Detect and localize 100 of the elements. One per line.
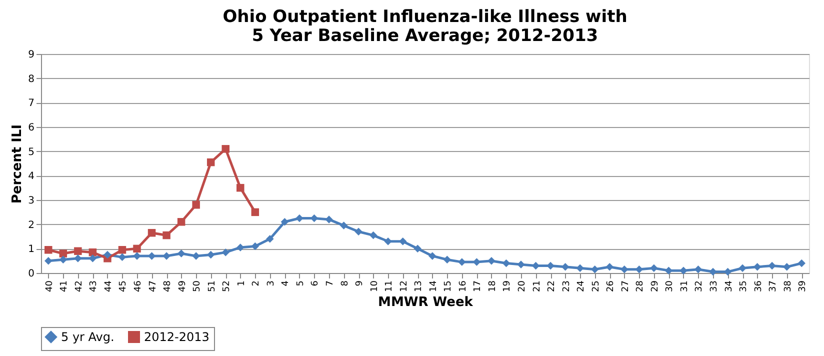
x-tick-label: 47 (148, 280, 158, 292)
point (428, 252, 436, 260)
y-tick-label: 2 (28, 220, 34, 231)
point (458, 258, 466, 266)
x-tick-label: 21 (532, 280, 542, 292)
point (635, 265, 644, 274)
point (502, 259, 510, 268)
x-tick-label: 4 (281, 280, 292, 286)
point (325, 216, 333, 224)
point (192, 200, 200, 209)
y-tick-label: 9 (28, 50, 34, 60)
point (44, 256, 52, 265)
point (443, 256, 452, 264)
x-axis-title: MMWR Week (378, 294, 474, 310)
point (177, 250, 186, 258)
x-tick-label: 9 (355, 280, 366, 286)
point (709, 268, 717, 276)
point (738, 264, 746, 272)
point (680, 266, 688, 274)
x-tick-label: 2 (252, 280, 262, 286)
point (369, 231, 378, 240)
point (222, 145, 230, 153)
y-tick-label: 8 (28, 74, 34, 85)
point (561, 263, 570, 271)
x-tick-label: 44 (104, 280, 114, 292)
point (59, 256, 68, 264)
x-tick-label: 12 (399, 280, 410, 292)
x-tick-label: 6 (310, 280, 321, 286)
x-tick-label: 14 (428, 280, 439, 292)
x-tick-label: 51 (207, 280, 218, 292)
x-tick-label: 13 (414, 280, 424, 292)
x-tick-label: 15 (444, 280, 454, 292)
point (488, 256, 496, 265)
point (340, 222, 348, 230)
point (222, 248, 230, 256)
point (206, 158, 215, 166)
x-tick-label: 40 (44, 280, 55, 292)
point (88, 248, 97, 256)
x-tick-label: 49 (178, 280, 188, 292)
point (517, 260, 525, 268)
x-tick-label: 1 (236, 280, 247, 286)
y-tick-label: 1 (28, 244, 34, 256)
point (620, 265, 628, 274)
point (133, 244, 141, 253)
x-tick-label: 45 (118, 280, 129, 292)
x-tick-label: 52 (222, 280, 232, 292)
x-tick-label: 25 (591, 280, 602, 292)
point (74, 254, 82, 262)
point (133, 252, 141, 260)
point (266, 235, 274, 243)
y-tick-label: 4 (28, 171, 34, 182)
y-tick-label: 5 (28, 146, 34, 158)
x-tick-label: 17 (473, 280, 484, 292)
x-tick-label: 31 (680, 280, 690, 292)
text: Ohio Outpatient Influenza-like Illness with (222, 7, 628, 27)
x-tick-label: 33 (710, 280, 720, 292)
point (59, 250, 68, 258)
point (606, 263, 614, 271)
point (206, 250, 215, 259)
point (118, 253, 126, 262)
point (104, 250, 112, 259)
x-tick-label: 36 (754, 280, 764, 292)
x-tick-label: 39 (798, 280, 808, 292)
point (236, 244, 244, 252)
point (251, 208, 260, 216)
x-tick-label: 28 (636, 280, 646, 292)
y-tick-label: 0 (28, 268, 34, 280)
x-tick-label: 11 (384, 280, 395, 292)
x-tick-label: 19 (502, 280, 513, 292)
y-tick-label: 3 (28, 196, 34, 206)
x-tick-label: 46 (134, 280, 144, 292)
point (414, 244, 422, 253)
point (118, 246, 126, 254)
x-tick-label: 16 (458, 280, 468, 292)
point (177, 218, 186, 226)
y-axis-title: Percent ILI (10, 124, 26, 204)
x-tick-label: 50 (192, 280, 203, 292)
text: 5 Year Baseline Average; 2012-2013 (252, 26, 598, 46)
legend-label: 2012-2013 (144, 330, 210, 344)
x-tick-label: 35 (739, 280, 750, 292)
point (694, 265, 702, 274)
point (236, 184, 244, 192)
x-tick-label: 37 (768, 280, 779, 292)
point (650, 264, 658, 272)
point (162, 252, 170, 260)
point (753, 263, 762, 271)
point (782, 263, 791, 271)
x-tick-label: 27 (620, 280, 631, 292)
x-tick-label: 24 (576, 280, 587, 292)
point (576, 264, 584, 272)
point (798, 259, 806, 268)
x-tick-label: 26 (606, 280, 616, 292)
x-tick-label: 42 (74, 280, 84, 292)
point (192, 252, 200, 260)
x-tick-label: 43 (89, 280, 100, 292)
point (74, 247, 82, 255)
x-tick-label: 10 (370, 280, 380, 292)
point (590, 265, 599, 274)
x-tick-label: 7 (326, 280, 336, 286)
x-tick-label: 48 (163, 280, 174, 292)
